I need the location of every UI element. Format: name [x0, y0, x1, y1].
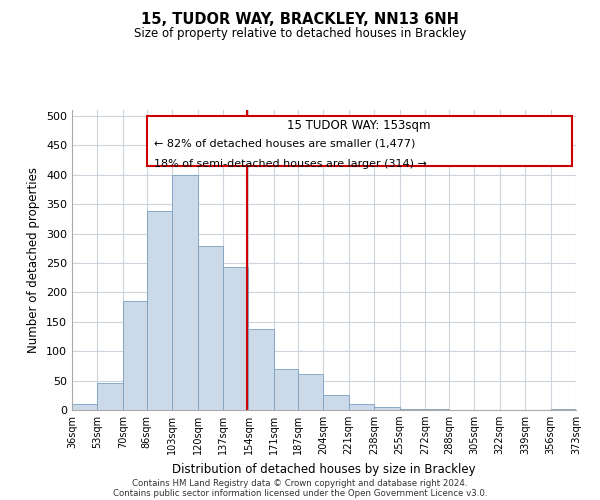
- Bar: [147, 116, 572, 166]
- Text: 15 TUDOR WAY: 153sqm: 15 TUDOR WAY: 153sqm: [287, 119, 431, 132]
- Text: Contains public sector information licensed under the Open Government Licence v3: Contains public sector information licen…: [113, 488, 487, 498]
- Bar: [147, 211, 172, 410]
- Bar: [551, 409, 576, 410]
- Bar: [298, 374, 323, 410]
- Bar: [97, 383, 123, 410]
- Bar: [248, 330, 274, 410]
- Bar: [349, 404, 374, 410]
- Bar: [72, 404, 97, 410]
- Bar: [274, 369, 298, 410]
- Bar: [323, 394, 349, 410]
- Y-axis label: Number of detached properties: Number of detached properties: [28, 167, 40, 353]
- Text: Contains HM Land Registry data © Crown copyright and database right 2024.: Contains HM Land Registry data © Crown c…: [132, 478, 468, 488]
- Bar: [197, 246, 223, 410]
- Bar: [172, 176, 197, 410]
- Bar: [374, 407, 400, 410]
- Text: Size of property relative to detached houses in Brackley: Size of property relative to detached ho…: [134, 28, 466, 40]
- Bar: [123, 301, 147, 410]
- Text: ← 82% of detached houses are smaller (1,477): ← 82% of detached houses are smaller (1,…: [154, 138, 416, 148]
- X-axis label: Distribution of detached houses by size in Brackley: Distribution of detached houses by size …: [172, 462, 476, 475]
- Bar: [223, 267, 248, 410]
- Text: 15, TUDOR WAY, BRACKLEY, NN13 6NH: 15, TUDOR WAY, BRACKLEY, NN13 6NH: [141, 12, 459, 28]
- Text: 18% of semi-detached houses are larger (314) →: 18% of semi-detached houses are larger (…: [154, 160, 427, 170]
